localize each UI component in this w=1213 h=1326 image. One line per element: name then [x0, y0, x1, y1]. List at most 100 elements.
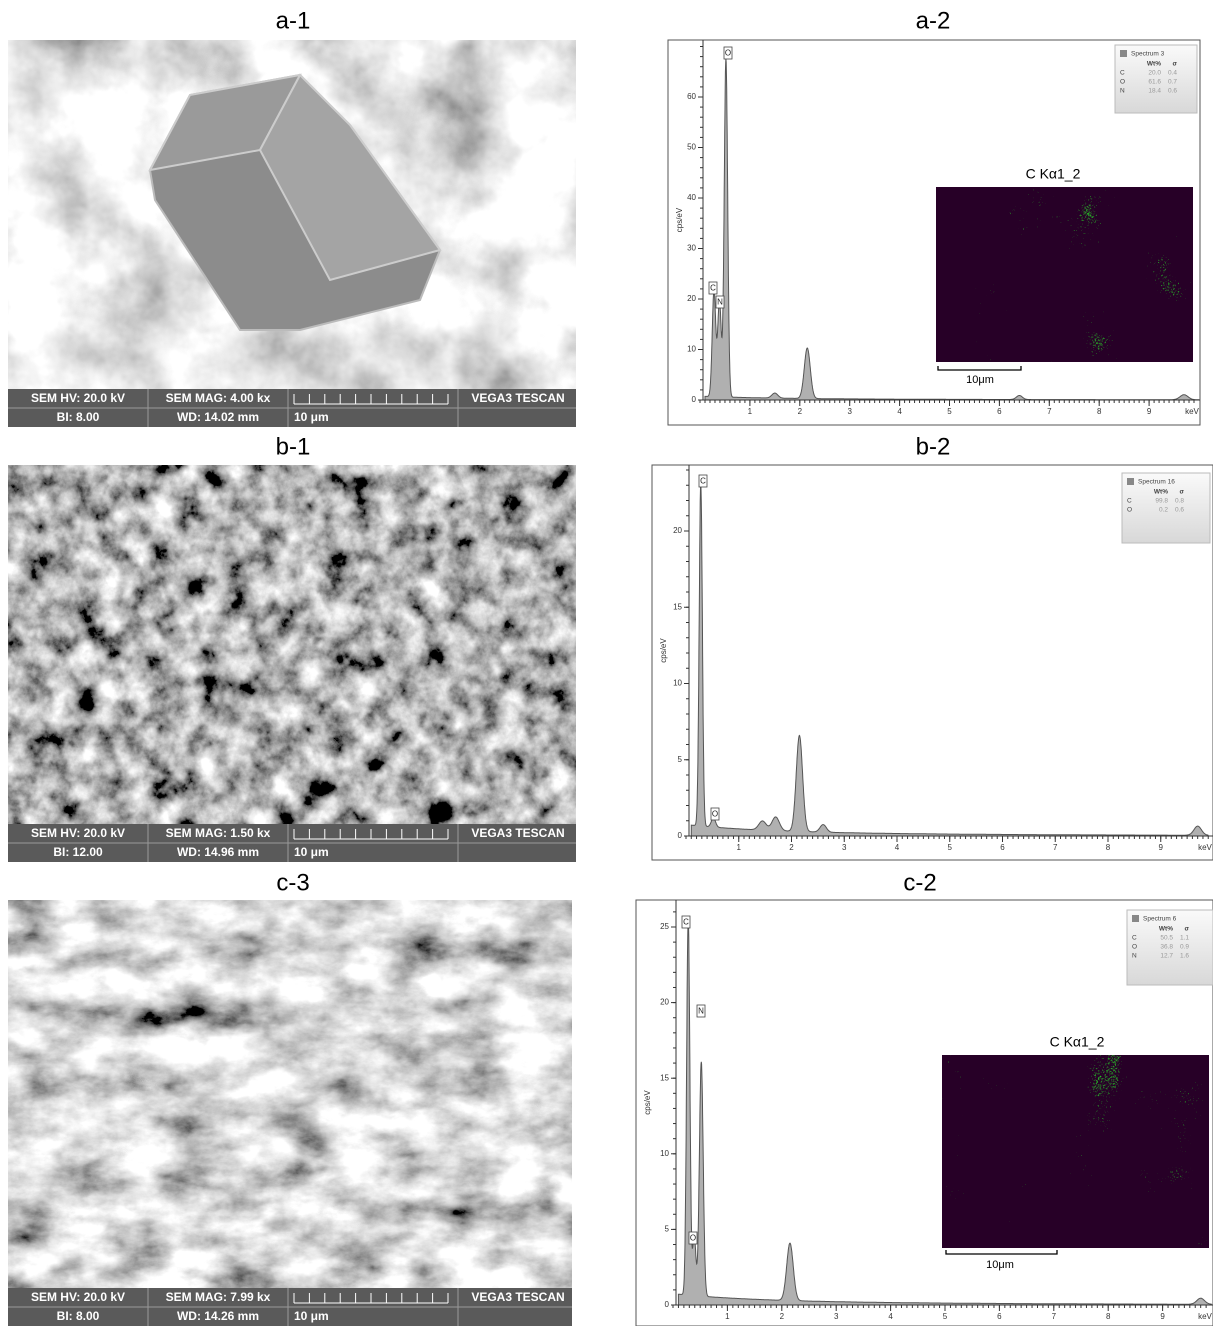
sem-info: 10 μm — [294, 1309, 329, 1323]
legend-value: 0.8 — [1175, 498, 1184, 505]
y-tick-label: 40 — [687, 193, 696, 202]
legend-value: 61.6 — [1148, 79, 1161, 86]
x-tick-label: 5 — [948, 843, 953, 852]
x-tick-label: 3 — [842, 843, 847, 852]
legend-element: O — [1120, 79, 1125, 86]
x-tick-label: 6 — [997, 1312, 1002, 1321]
y-axis-label: cps/eV — [675, 207, 684, 232]
sem-info: BI: 8.00 — [57, 410, 100, 424]
legend-title: Spectrum 6 — [1143, 916, 1177, 923]
x-tick-label: 2 — [798, 407, 803, 416]
y-tick-label: 60 — [687, 92, 696, 101]
y-tick-label: 50 — [687, 143, 696, 152]
inset-scale-label: 10μm — [966, 374, 994, 386]
legend-element: N — [1120, 88, 1125, 95]
legend-header: Wt% — [1159, 926, 1173, 933]
x-tick-label: 5 — [943, 1312, 948, 1321]
legend-value: 20.0 — [1148, 70, 1161, 77]
y-tick-label: 30 — [687, 244, 696, 253]
peak-label: O — [725, 49, 731, 58]
sem-info: SEM HV: 20.0 kV — [31, 1290, 125, 1304]
sem-info: VEGA3 TESCAN — [471, 826, 564, 840]
sem-info: VEGA3 TESCAN — [471, 1290, 564, 1304]
legend-value: 99.8 — [1155, 498, 1168, 505]
x-tick-label: 2 — [789, 843, 794, 852]
panel-label: a-2 — [916, 7, 951, 34]
legend-value: 0.9 — [1180, 944, 1189, 951]
legend-value: 0.6 — [1175, 507, 1184, 514]
y-tick-label: 20 — [673, 526, 682, 535]
legend-element: O — [1132, 944, 1137, 951]
y-axis-label: cps/eV — [643, 1090, 652, 1115]
y-tick-label: 25 — [660, 922, 669, 931]
y-tick-label: 10 — [673, 679, 682, 688]
legend-header: σ — [1185, 926, 1190, 933]
x-tick-label: 1 — [737, 843, 742, 852]
peak-label: O — [712, 810, 718, 819]
sem-info: WD: 14.02 mm — [177, 410, 259, 424]
legend-value: 18.4 — [1148, 88, 1161, 95]
legend-swatch — [1120, 50, 1127, 57]
y-axis-label: cps/eV — [659, 638, 668, 663]
legend-value: 50.5 — [1160, 935, 1173, 942]
legend-title: Spectrum 16 — [1138, 479, 1175, 486]
legend-value: 0.4 — [1168, 70, 1177, 77]
panel-label: c-3 — [276, 869, 309, 896]
x-tick-label: 8 — [1106, 1312, 1111, 1321]
sem-info: SEM MAG: 1.50 kx — [166, 826, 271, 840]
y-tick-label: 15 — [673, 602, 682, 611]
legend-element: N — [1132, 953, 1137, 960]
legend-value: 0.7 — [1168, 79, 1177, 86]
x-tick-label: 2 — [780, 1312, 785, 1321]
x-tick-label: 3 — [834, 1312, 839, 1321]
legend-swatch — [1127, 478, 1134, 485]
legend-value: 0.6 — [1168, 88, 1177, 95]
peak-label: N — [698, 1007, 704, 1016]
sem-info: VEGA3 TESCAN — [471, 391, 564, 405]
y-tick-label: 10 — [687, 345, 696, 354]
x-tick-label: 1 — [725, 1312, 730, 1321]
x-tick-label: 8 — [1097, 407, 1102, 416]
x-tick-label: 8 — [1106, 843, 1111, 852]
legend-swatch — [1132, 915, 1139, 922]
legend-header: σ — [1180, 489, 1185, 496]
element-map — [942, 1055, 1209, 1248]
x-tick-label: 4 — [895, 843, 900, 852]
x-tick-label: 1 — [748, 407, 753, 416]
peak-label: O — [690, 1234, 696, 1243]
legend-value: 36.8 — [1160, 944, 1173, 951]
sem-info: 10 μm — [294, 410, 329, 424]
peak-label: N — [717, 298, 723, 307]
sem-image — [8, 465, 576, 862]
panel-label: b-1 — [276, 433, 311, 460]
inset-title: C Kα1_2 — [1026, 166, 1081, 182]
legend-element: C — [1120, 70, 1125, 77]
x-axis-label: keV — [1198, 843, 1212, 852]
legend-element: C — [1132, 935, 1137, 942]
panel-label: b-2 — [916, 433, 951, 460]
legend-header: σ — [1173, 61, 1178, 68]
y-tick-label: 20 — [660, 998, 669, 1007]
y-tick-label: 5 — [678, 755, 683, 764]
element-map — [936, 187, 1193, 362]
legend-value: 1.6 — [1180, 953, 1189, 960]
peak-label: C — [700, 477, 706, 486]
legend-header: Wt% — [1154, 489, 1168, 496]
x-tick-label: 7 — [1047, 407, 1052, 416]
x-tick-label: 6 — [997, 407, 1002, 416]
sem-info: WD: 14.96 mm — [177, 845, 259, 859]
sem-info: SEM HV: 20.0 kV — [31, 391, 125, 405]
sem-info: 10 μm — [294, 845, 329, 859]
sem-info: WD: 14.26 mm — [177, 1309, 259, 1323]
peak-label: C — [710, 284, 716, 293]
x-tick-label: 7 — [1052, 1312, 1057, 1321]
legend-value: 1.1 — [1180, 935, 1189, 942]
y-tick-label: 15 — [660, 1073, 669, 1082]
y-tick-label: 0 — [665, 1300, 670, 1309]
sem-info: SEM MAG: 4.00 kx — [166, 391, 271, 405]
legend-value: 12.7 — [1160, 953, 1173, 960]
y-tick-label: 20 — [687, 294, 696, 303]
panel-label: a-1 — [276, 7, 311, 34]
inset-scale-label: 10μm — [986, 1259, 1014, 1271]
peak-label: C — [683, 918, 689, 927]
